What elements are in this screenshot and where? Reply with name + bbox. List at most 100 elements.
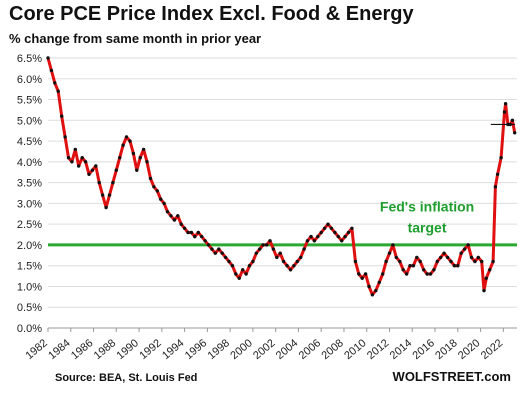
y-tick-label: 1.0%	[17, 281, 42, 293]
data-point	[322, 226, 327, 230]
data-point	[456, 264, 460, 268]
data-point	[241, 268, 245, 272]
x-tick-label: 1992	[137, 337, 163, 362]
data-point	[445, 255, 450, 260]
data-point	[312, 239, 317, 243]
data-point	[449, 259, 453, 264]
data-point	[73, 147, 78, 152]
data-point	[476, 255, 480, 260]
data-point	[53, 81, 57, 85]
data-point	[234, 272, 238, 276]
data-point	[176, 214, 180, 218]
series-line	[46, 57, 517, 297]
data-point	[90, 168, 95, 172]
data-point	[100, 193, 105, 197]
data-point	[49, 68, 54, 73]
data-point	[367, 284, 371, 289]
data-point	[223, 255, 228, 260]
data-point	[94, 164, 98, 168]
data-point	[408, 264, 412, 268]
source-note: Source: BEA, St. Louis Fed	[55, 372, 198, 384]
data-point	[285, 264, 289, 268]
data-point	[398, 259, 402, 264]
data-point	[513, 131, 517, 135]
x-tick-label: 1988	[92, 337, 118, 362]
data-point	[482, 288, 486, 293]
data-point	[360, 276, 364, 280]
y-tick-label: 6.0%	[17, 74, 42, 86]
data-point	[138, 156, 142, 160]
data-point	[493, 185, 498, 189]
data-point	[488, 268, 492, 272]
data-point	[179, 222, 183, 226]
data-point	[97, 180, 101, 185]
x-tick-label: 2022	[479, 337, 505, 362]
data-point	[196, 230, 200, 235]
y-tick-label: 4.5%	[17, 136, 42, 148]
data-point	[295, 259, 299, 264]
brand-label: WOLFSTREET.com	[392, 369, 511, 384]
data-point	[152, 185, 156, 189]
data-point	[220, 251, 224, 255]
data-point	[162, 201, 166, 206]
data-point	[510, 118, 515, 123]
data-point	[258, 247, 262, 251]
data-point	[387, 251, 392, 255]
y-tick-label: 6.5%	[17, 53, 42, 65]
data-point	[428, 272, 433, 276]
data-point	[268, 239, 272, 243]
gridlines	[48, 57, 517, 329]
x-tick-label: 2012	[365, 337, 391, 362]
y-tick-label: 2.0%	[17, 240, 42, 252]
data-point	[121, 143, 125, 147]
data-point	[193, 234, 197, 239]
data-point	[189, 230, 194, 235]
data-points	[46, 56, 517, 297]
data-point	[346, 230, 351, 235]
x-tick-label: 1996	[183, 337, 209, 362]
data-point	[83, 160, 88, 164]
data-point	[227, 259, 231, 264]
data-point	[169, 214, 173, 218]
data-point	[264, 243, 269, 247]
data-point	[278, 251, 282, 255]
y-tick-label: 5.5%	[17, 95, 42, 107]
data-point	[491, 259, 495, 264]
data-point	[145, 160, 149, 164]
data-point	[309, 234, 313, 239]
data-point	[370, 293, 375, 297]
data-point	[118, 156, 122, 160]
x-tick-label: 2020	[456, 337, 482, 362]
data-point	[466, 243, 470, 247]
data-point	[480, 259, 484, 264]
data-point	[165, 210, 170, 214]
data-point	[70, 160, 74, 164]
data-point	[350, 226, 354, 230]
data-point	[135, 168, 139, 172]
data-point	[326, 222, 330, 226]
x-tick-label: 1990	[115, 337, 141, 362]
data-point	[442, 251, 446, 255]
data-point	[66, 156, 71, 160]
data-point	[77, 164, 81, 168]
chart-title: Core PCE Price Index Excl. Food & Energy	[9, 3, 414, 25]
data-point	[107, 193, 112, 197]
data-point	[203, 239, 207, 243]
data-point	[237, 276, 241, 280]
data-point	[128, 139, 132, 143]
data-point	[60, 114, 64, 118]
data-point	[141, 147, 146, 152]
x-tick-label: 2010	[342, 337, 368, 362]
data-point	[261, 243, 265, 247]
x-tick-label: 2018	[433, 337, 459, 362]
data-point	[186, 230, 190, 235]
x-tick-label: 1998	[206, 337, 232, 362]
data-point	[435, 259, 439, 264]
data-point	[292, 264, 296, 268]
x-tick-label: 2002	[251, 337, 277, 362]
data-point	[87, 172, 91, 176]
data-point	[333, 230, 337, 235]
data-point	[384, 259, 388, 264]
x-tick-label: 2016	[410, 337, 436, 362]
